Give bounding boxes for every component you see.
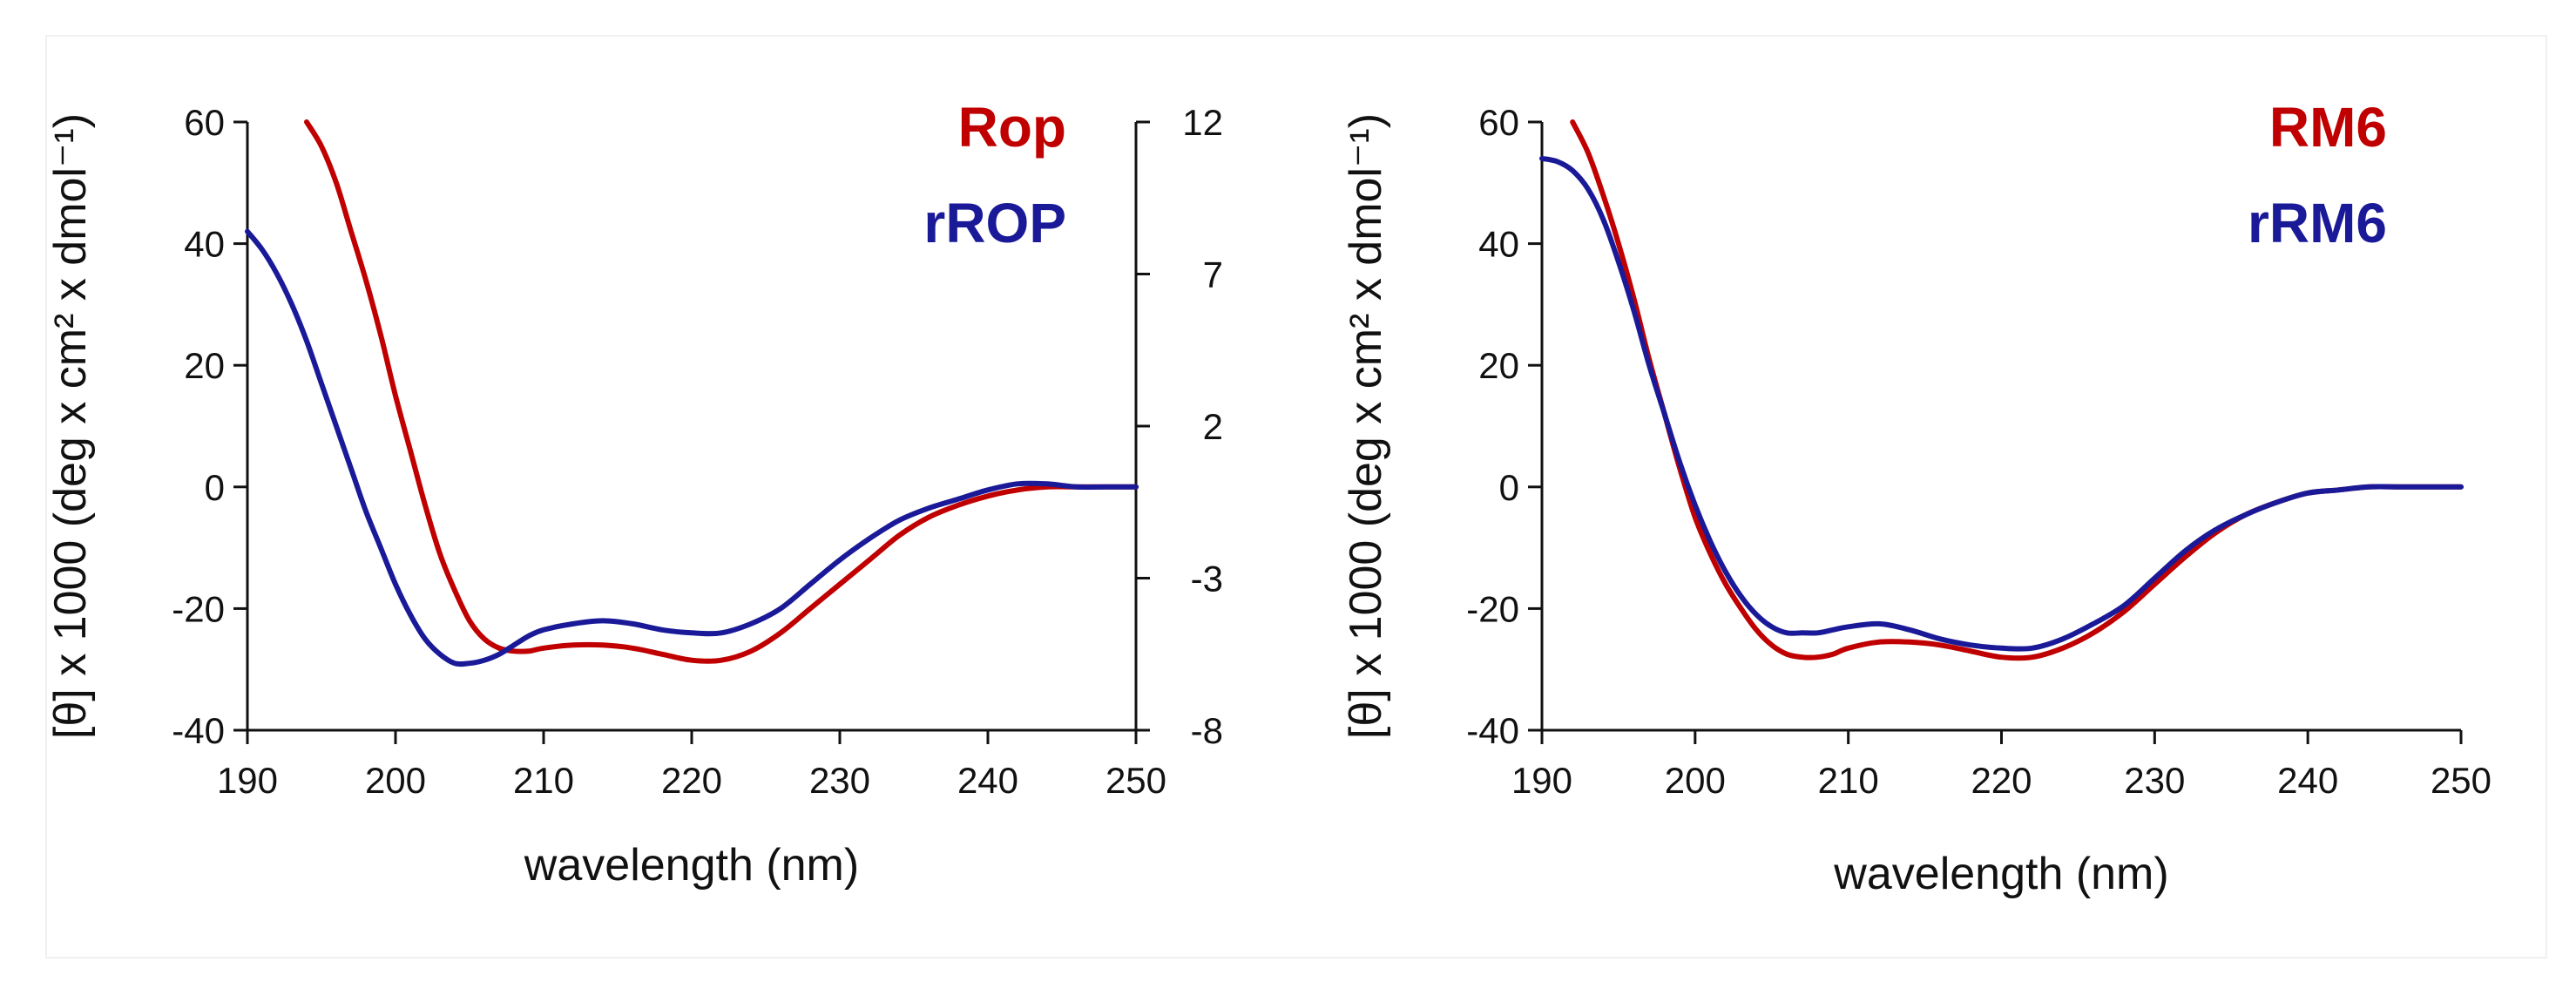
x-tick-label: 220 xyxy=(661,760,722,801)
y2-tick-label: -3 xyxy=(1191,559,1223,599)
x-tick-label: 230 xyxy=(2124,760,2185,801)
x-tick-label: 250 xyxy=(2431,760,2491,801)
chart-panel-1: -40 -20 0 20 40 60 190 200 210 220 230 240 250 -8 -3 2 7… xyxy=(45,96,1223,891)
y2-tick-label: 2 xyxy=(1203,406,1223,447)
x-tick-label: 250 xyxy=(1105,760,1166,801)
x-tick-label: 200 xyxy=(365,760,426,801)
x-tick-label: 190 xyxy=(1511,760,1572,801)
y-tick-label: -20 xyxy=(172,588,225,629)
legend-entry-rm6: RM6 xyxy=(2269,96,2387,159)
x-tick-label: 190 xyxy=(217,760,278,801)
x-tick-label: 210 xyxy=(1818,760,1879,801)
y-tick-label: 20 xyxy=(1478,345,1519,386)
y-tick-label: 0 xyxy=(1499,467,1519,508)
x-tick-label: 230 xyxy=(809,760,870,801)
y-tick-label: 60 xyxy=(1478,102,1519,143)
y2-tick-label: 12 xyxy=(1182,102,1223,143)
x-tick-label: 220 xyxy=(1971,760,2032,801)
chart-panel-2: -40 -20 0 20 40 60 190 200 210 220 230 240 250 [θ] x … xyxy=(1341,96,2491,899)
y2-tick-label: -8 xyxy=(1191,710,1223,751)
y-tick-label: -40 xyxy=(172,710,225,751)
y-tick-label: 0 xyxy=(205,467,225,508)
y-axis-label: [θ] x 1000 (deg x cm² x dmol⁻¹) xyxy=(45,113,96,739)
y-tick-label: 40 xyxy=(184,224,225,265)
y-tick-label: 20 xyxy=(184,345,225,386)
y-tick-label: -40 xyxy=(1466,710,1519,751)
series-line-rrm6 xyxy=(1539,155,2464,652)
x-tick-label: 240 xyxy=(2277,760,2338,801)
y-axis-label: [θ] x 1000 (deg x cm² x dmol⁻¹) xyxy=(1341,113,1391,739)
legend-entry-rrm6: rRM6 xyxy=(2248,192,2387,254)
y2-tick-label: 7 xyxy=(1203,254,1223,295)
y-tick-label: -20 xyxy=(1466,588,1519,629)
figure-frame xyxy=(45,35,2547,959)
x-axis-label: wavelength (nm) xyxy=(1833,849,2168,899)
y-tick-label: 40 xyxy=(1478,224,1519,265)
y-tick-label: 60 xyxy=(184,102,225,143)
x-tick-label: 240 xyxy=(957,760,1018,801)
x-tick-label: 210 xyxy=(513,760,574,801)
series-line-rop xyxy=(304,119,1139,664)
x-axis-label: wavelength (nm) xyxy=(524,840,859,891)
series-line-rrop xyxy=(245,228,1139,667)
legend-entry-rrop: rROP xyxy=(923,192,1066,254)
x-tick-label: 200 xyxy=(1665,760,1726,801)
legend-entry-rop: Rop xyxy=(958,96,1066,159)
